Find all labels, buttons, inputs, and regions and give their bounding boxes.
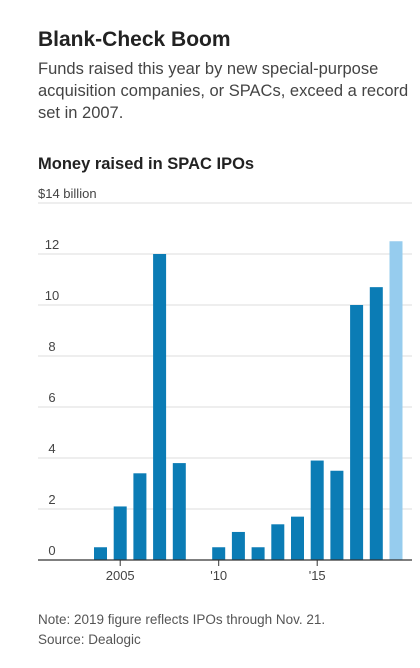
- y-tick-label: 2: [48, 492, 55, 507]
- bar-2004: [94, 547, 107, 560]
- y-tick-label: 10: [45, 288, 59, 303]
- bar-2011: [231, 531, 245, 560]
- y-tick-label: 6: [48, 390, 55, 405]
- bar-2019: [389, 241, 403, 560]
- y-tick-label: 4: [48, 441, 55, 456]
- y-tick-label: 8: [48, 339, 55, 354]
- bar-2005: [113, 506, 127, 560]
- bar-2016: [330, 470, 344, 560]
- y-unit-label: $14 billion: [38, 186, 97, 201]
- bar-2010: [212, 547, 226, 560]
- bar-2007: [153, 254, 167, 560]
- x-tick-label: '10: [210, 568, 227, 583]
- page-subtitle: Funds raised this year by new special-pu…: [38, 60, 409, 122]
- x-tick-label: '15: [309, 568, 326, 583]
- bar-2017: [350, 305, 364, 560]
- x-tick-label: 2005: [106, 568, 135, 583]
- bar-2018: [369, 287, 383, 560]
- bar-2006: [133, 473, 147, 560]
- footnote-source: Source: Dealogic: [38, 632, 141, 647]
- bar-2014: [291, 516, 304, 560]
- page-title: Blank-Check Boom: [38, 28, 231, 51]
- bar-2012: [251, 547, 265, 560]
- bar-2015: [310, 460, 324, 560]
- footnote-note: Note: 2019 figure reflects IPOs through …: [38, 612, 326, 627]
- y-tick-label: 12: [45, 237, 59, 252]
- chart-title: Money raised in SPAC IPOs: [38, 155, 255, 173]
- bar-2008: [172, 463, 186, 560]
- y-tick-label: 0: [48, 543, 55, 558]
- bar-2013: [271, 524, 285, 560]
- bar-chart: $14 billion 0 2 4 6 8 10 12 2005 '10 '15: [38, 186, 412, 583]
- footnote: Note: 2019 figure reflects IPOs through …: [38, 610, 325, 650]
